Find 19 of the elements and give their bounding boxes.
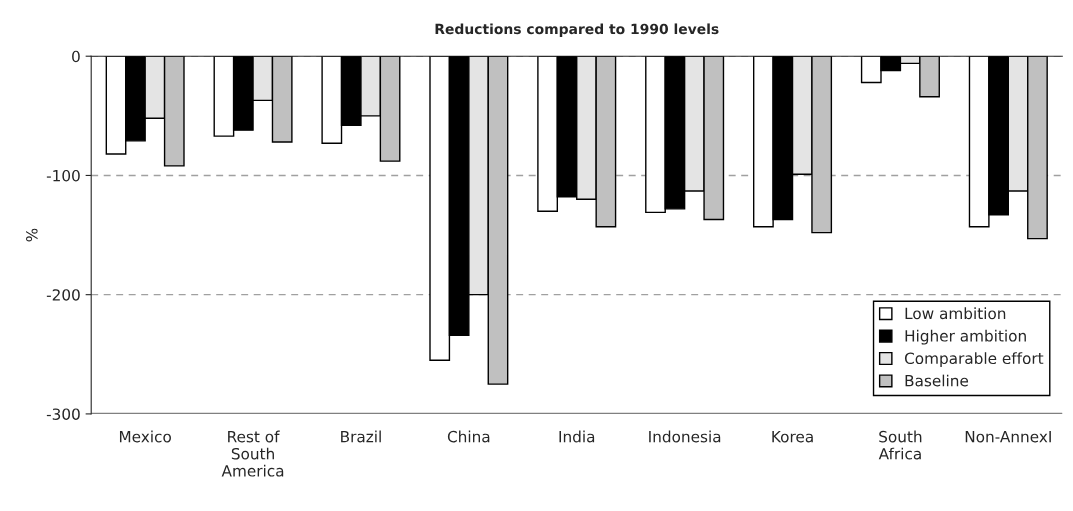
legend-label: Comparable effort — [904, 352, 1044, 367]
legend-label: Low ambition — [905, 307, 1006, 320]
x-tick-label: Non-AnnexI — [965, 431, 1051, 443]
legend-label: Baseline — [905, 374, 969, 387]
x-tick-label: Brazil — [341, 430, 381, 443]
y-tick-label: -100 — [46, 169, 80, 182]
x-tick-label: Rest of South America — [221, 430, 284, 477]
y-tick-label: -300 — [46, 408, 80, 420]
x-tick-label: Korea — [772, 431, 813, 443]
x-tick-label: Mexico — [119, 430, 171, 443]
x-tick-label: India — [559, 430, 595, 443]
y-axis-title: % — [26, 228, 38, 242]
chart-title: Reductions compared to 1990 levels — [435, 23, 719, 37]
legend-label: Higher ambition — [905, 329, 1026, 345]
y-tick-label: -200 — [46, 289, 80, 301]
x-tick-label: Indonesia — [649, 430, 721, 443]
y-tick-label: 0 — [72, 50, 80, 63]
x-tick-label: South Africa — [878, 430, 922, 460]
x-tick-label: China — [447, 430, 490, 443]
